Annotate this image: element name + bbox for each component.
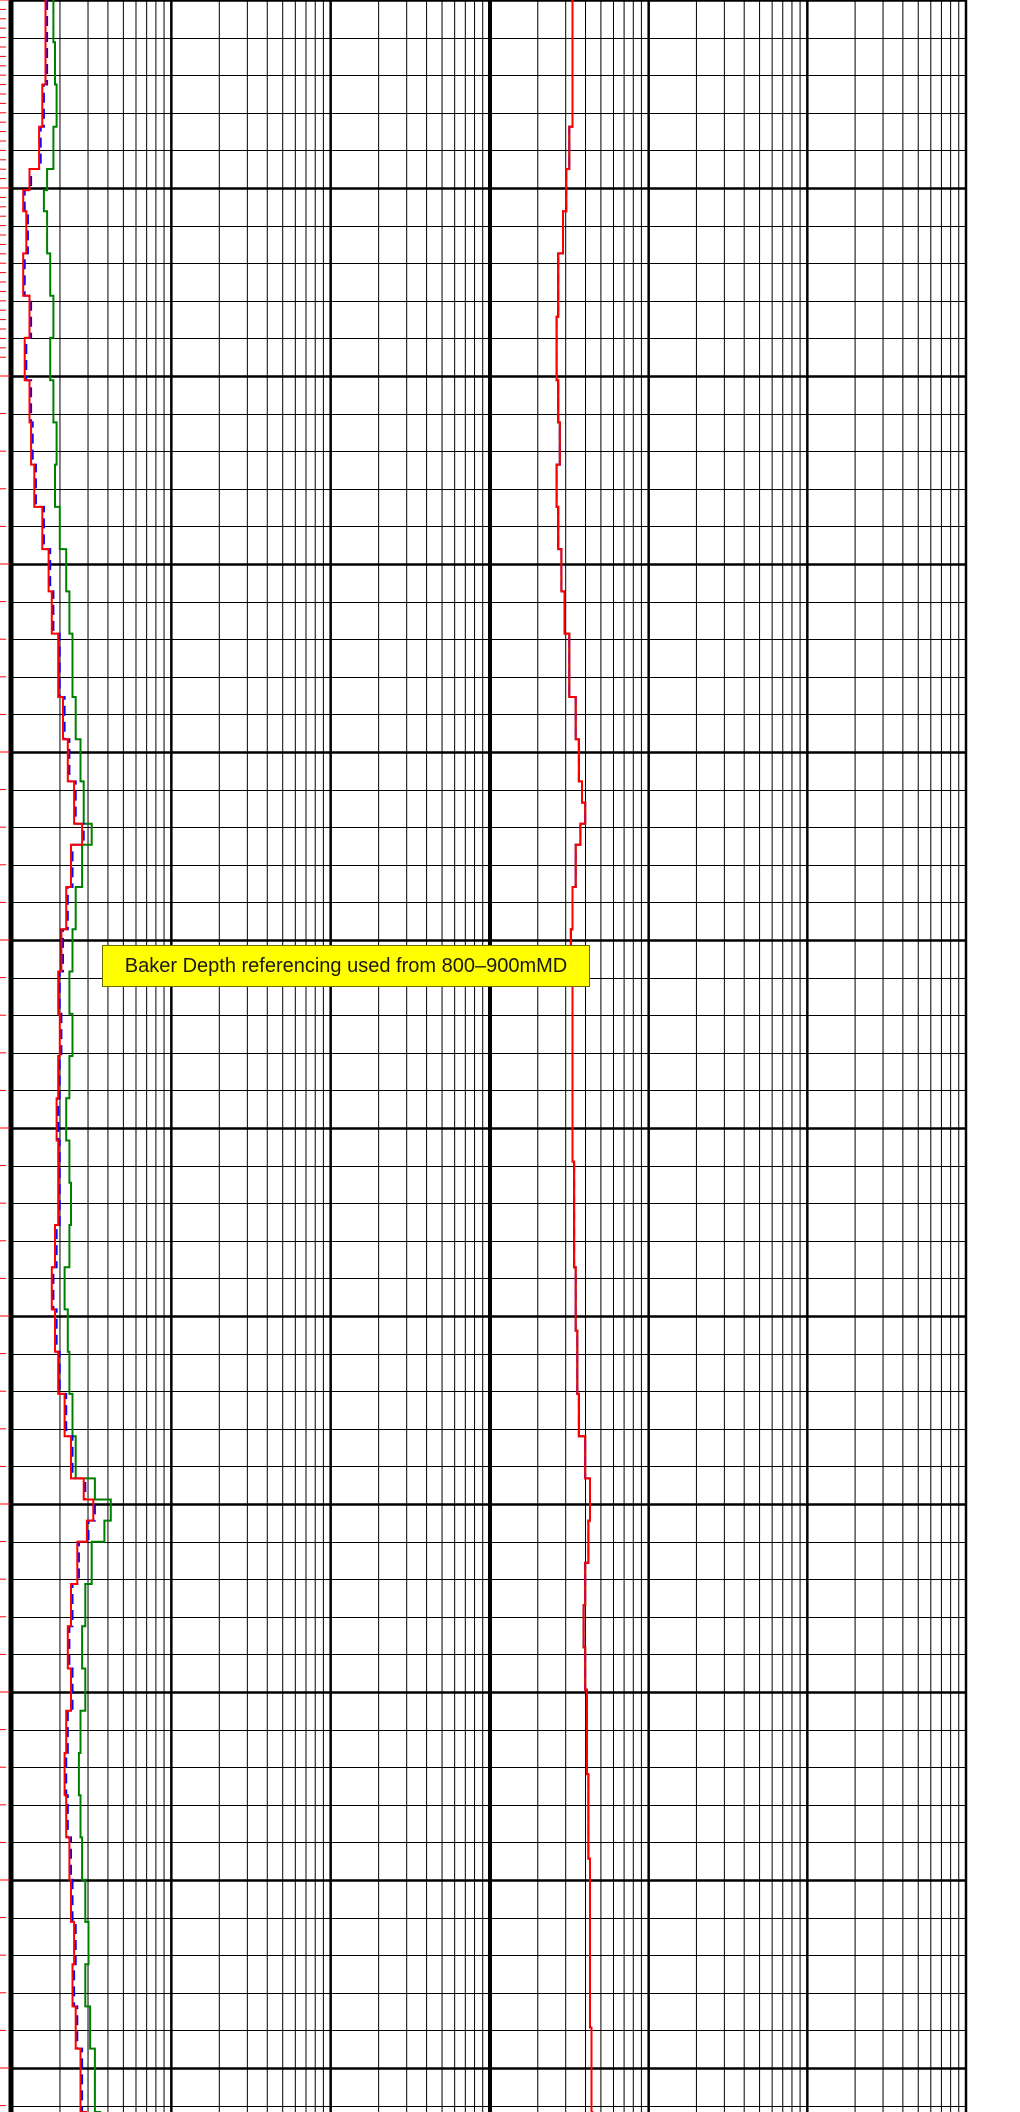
curve-track2-series3	[555, 0, 594, 2112]
depth-tick-marks	[0, 0, 10, 2107]
depth-reference-annotation: Baker Depth referencing used from 800–90…	[102, 945, 590, 987]
curve-track1-series1	[42, 0, 112, 2112]
grid-layer	[8, 0, 968, 2112]
curve-track1-series3	[22, 0, 95, 2112]
curves-layer	[22, 0, 594, 2112]
